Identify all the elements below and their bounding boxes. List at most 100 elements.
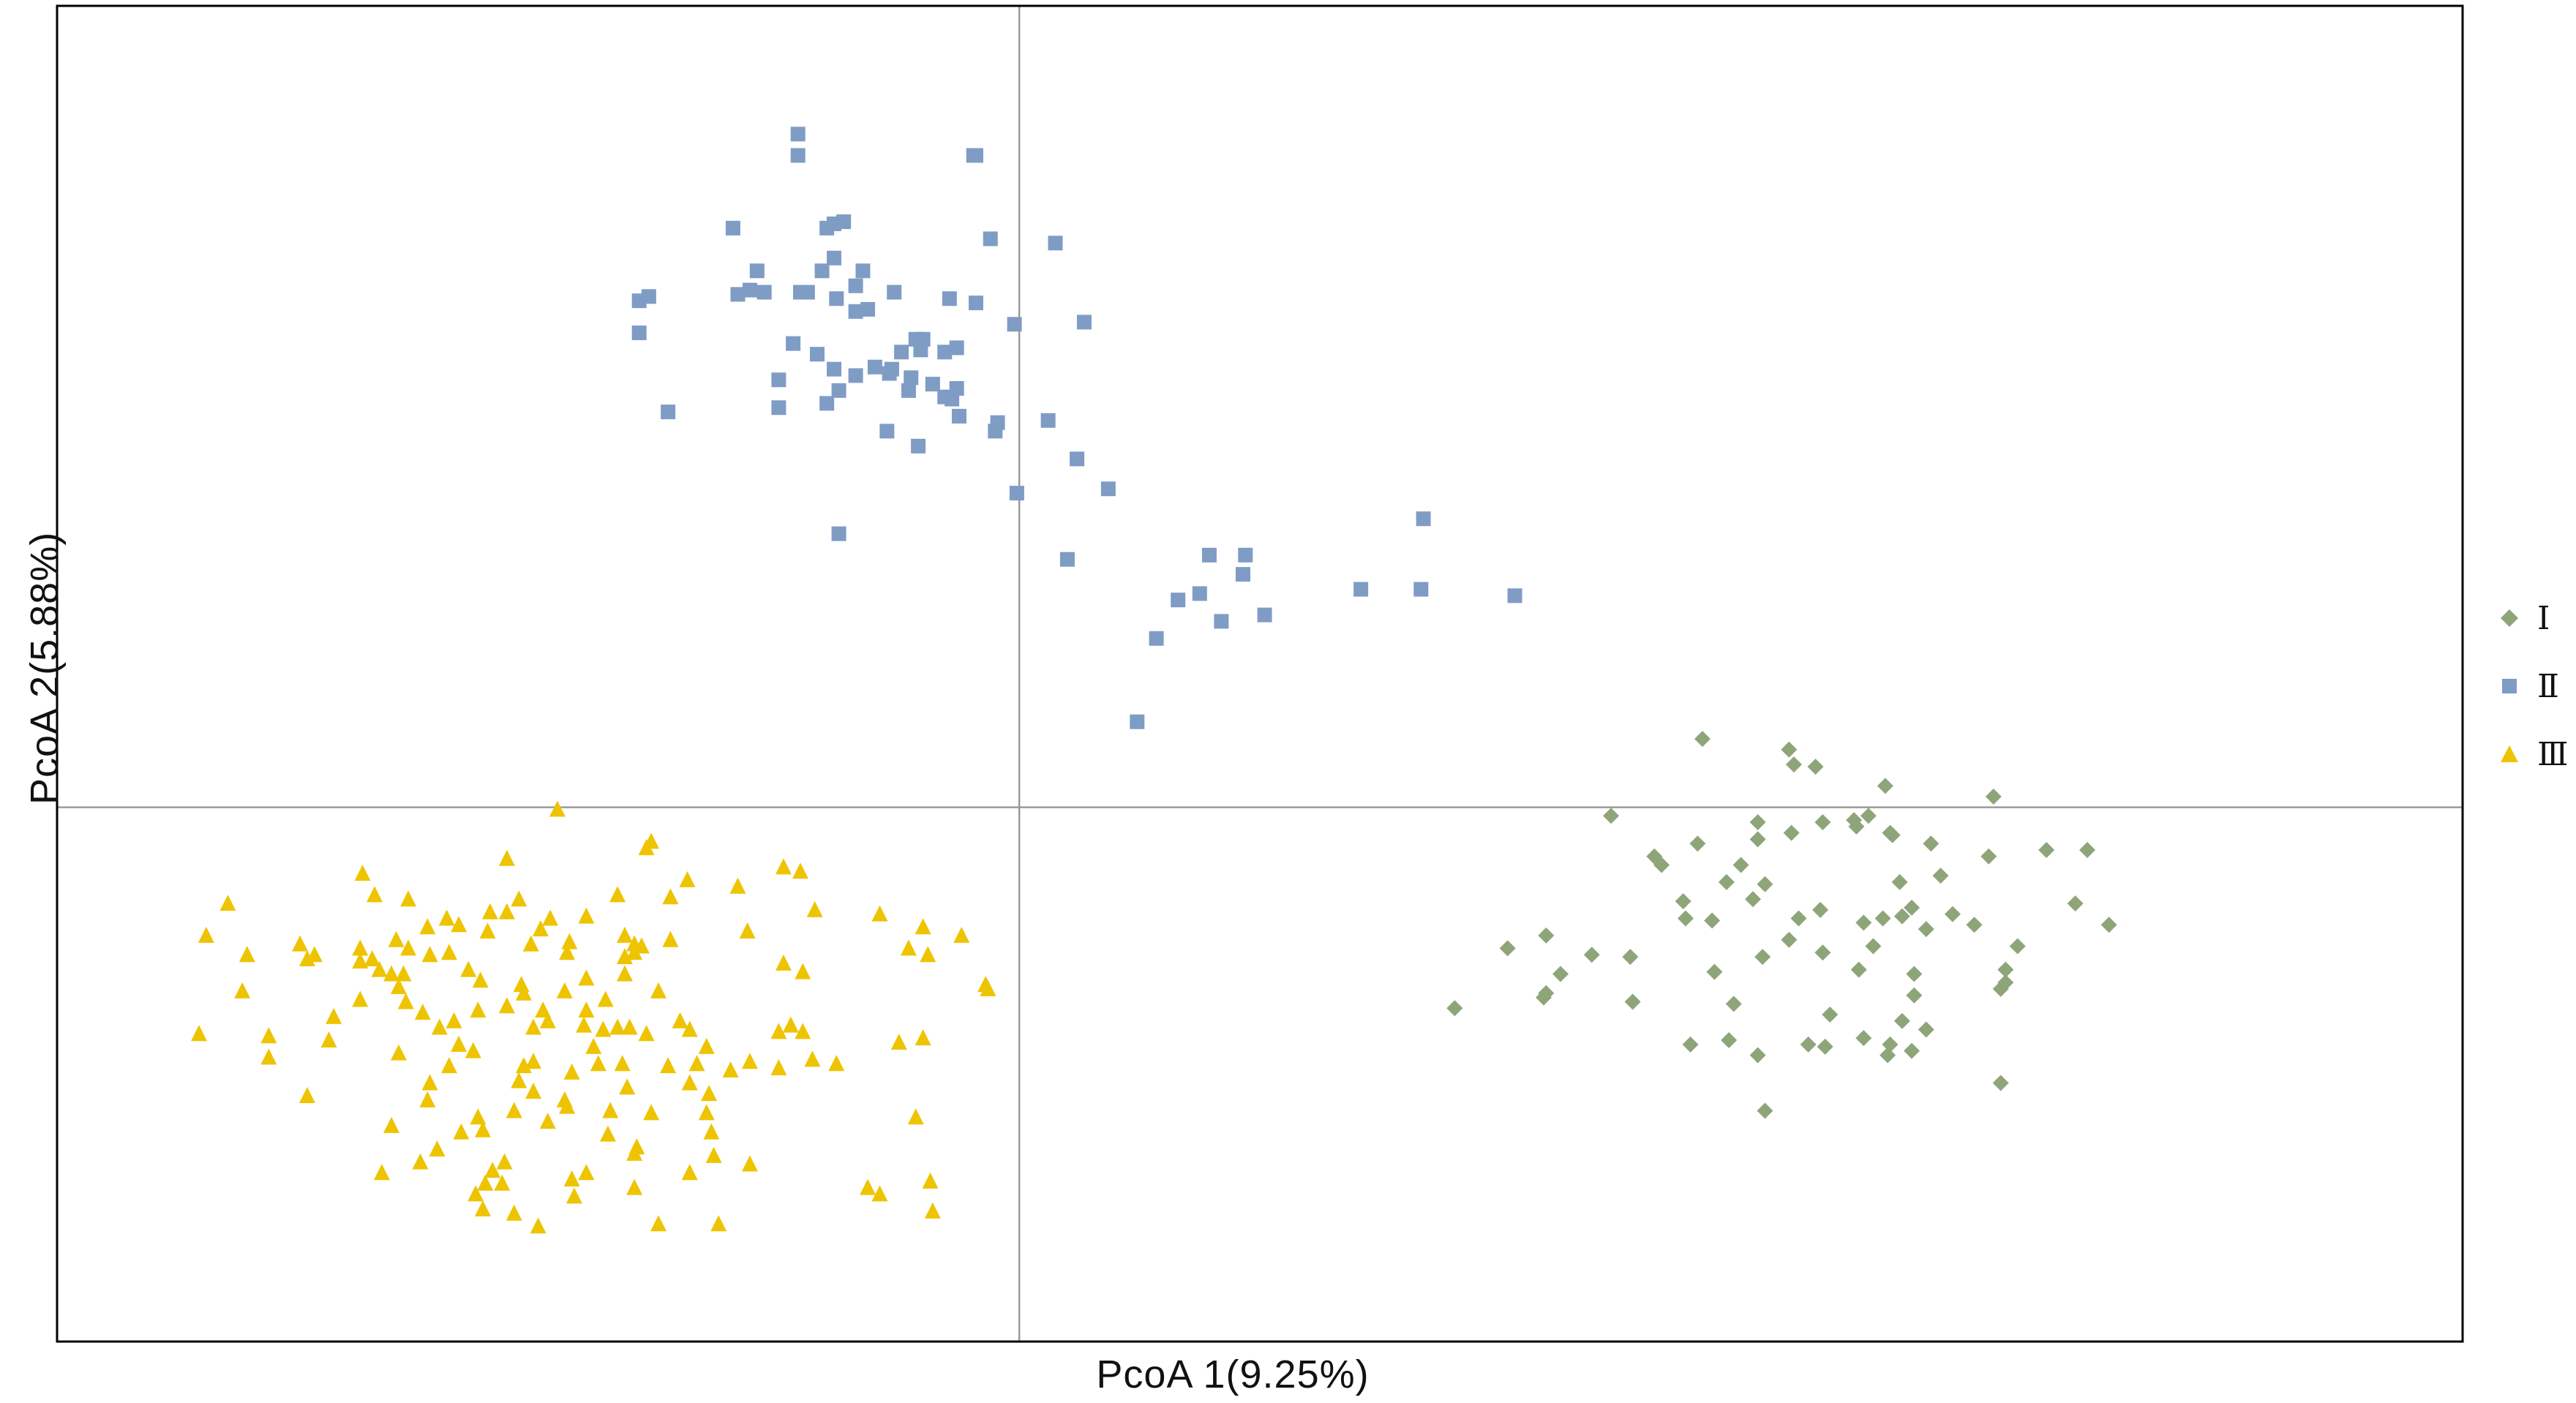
data-point <box>609 886 626 903</box>
data-point <box>1992 1075 2009 1091</box>
data-point <box>1749 1047 1766 1064</box>
data-point <box>638 839 655 856</box>
data-point <box>1552 966 1569 982</box>
data-point <box>1749 831 1766 848</box>
data-point <box>1877 778 1893 794</box>
data-point <box>1985 788 2002 805</box>
data-point <box>710 1215 727 1232</box>
data-point <box>942 291 957 306</box>
data-point <box>913 342 928 358</box>
data-point <box>945 391 960 407</box>
data-point <box>827 361 842 377</box>
data-point <box>1882 1036 1899 1053</box>
data-point <box>414 1004 431 1020</box>
data-point <box>1507 588 1522 603</box>
data-point <box>602 1102 619 1118</box>
data-point <box>756 285 772 300</box>
data-point <box>679 870 696 887</box>
data-point <box>2079 842 2096 859</box>
data-point <box>1694 731 1711 748</box>
data-point <box>703 1123 720 1140</box>
data-point <box>848 368 863 383</box>
data-point <box>1257 607 1272 622</box>
data-point <box>477 1174 494 1191</box>
data-point <box>1732 857 1749 873</box>
data-point <box>326 1007 342 1024</box>
data-point <box>901 383 916 398</box>
data-point <box>729 877 746 894</box>
data-point <box>725 220 740 236</box>
data-point <box>1040 413 1056 428</box>
data-point <box>1783 824 1800 841</box>
data-point <box>848 304 863 319</box>
data-point <box>969 296 984 311</box>
data-point <box>1499 940 1516 957</box>
data-point <box>786 336 801 351</box>
data-point <box>1855 914 1872 931</box>
data-point <box>1149 631 1164 646</box>
data-point <box>770 1059 787 1076</box>
data-point <box>983 231 998 247</box>
data-point <box>643 1104 660 1121</box>
data-point <box>890 1033 907 1050</box>
data-point <box>1603 808 1620 824</box>
data-point <box>239 946 255 963</box>
data-point <box>1918 1021 1934 1038</box>
data-point <box>542 909 559 926</box>
legend-item-series-2: Ⅱ <box>2495 664 2559 708</box>
data-point <box>453 1123 470 1140</box>
data-point <box>451 1035 467 1052</box>
data-point <box>1904 1042 1920 1059</box>
data-point <box>806 900 823 917</box>
data-point <box>421 1074 438 1091</box>
data-point <box>364 950 380 967</box>
data-point <box>585 1037 602 1054</box>
data-point <box>1884 827 1901 843</box>
data-point <box>831 526 846 541</box>
data-point <box>563 1170 580 1186</box>
series-1-points <box>1446 731 2117 1119</box>
data-point <box>352 939 369 956</box>
data-point <box>730 287 746 302</box>
data-point <box>1059 552 1075 567</box>
legend-label-series-3: Ⅲ <box>2537 736 2569 772</box>
data-point <box>1814 944 1831 961</box>
data-point <box>467 1185 484 1202</box>
data-point <box>616 965 633 982</box>
data-point <box>953 926 970 943</box>
data-point <box>701 1085 718 1102</box>
data-point <box>924 1202 941 1219</box>
data-point <box>814 263 830 279</box>
data-point <box>1100 481 1116 497</box>
data-point <box>698 1037 715 1054</box>
data-point <box>2009 938 2026 955</box>
data-point <box>525 1053 542 1069</box>
data-point <box>920 946 936 963</box>
data-point <box>1997 961 2014 978</box>
data-point <box>1812 901 1829 918</box>
data-point <box>260 1048 277 1065</box>
data-point <box>1822 1006 1839 1023</box>
data-point <box>688 1055 705 1072</box>
data-point <box>619 1078 636 1095</box>
data-point <box>515 984 532 1001</box>
data-point <box>1718 873 1735 890</box>
legend-marker-square <box>2495 672 2524 701</box>
data-point <box>590 1055 607 1072</box>
data-point <box>1992 980 2009 997</box>
data-point <box>819 220 835 236</box>
data-point <box>566 1187 582 1204</box>
data-point <box>352 990 369 1007</box>
data-point <box>739 922 756 939</box>
data-point <box>1201 547 1217 563</box>
legend-item-series-3: Ⅲ <box>2495 732 2568 776</box>
data-point <box>1235 567 1250 582</box>
data-point <box>1070 451 1085 467</box>
data-point <box>915 918 931 935</box>
legend-label-series-2: Ⅱ <box>2537 668 2559 704</box>
data-point <box>1682 1036 1699 1053</box>
data-point <box>1893 908 1910 925</box>
data-point <box>472 971 489 988</box>
data-point <box>1904 899 1920 916</box>
